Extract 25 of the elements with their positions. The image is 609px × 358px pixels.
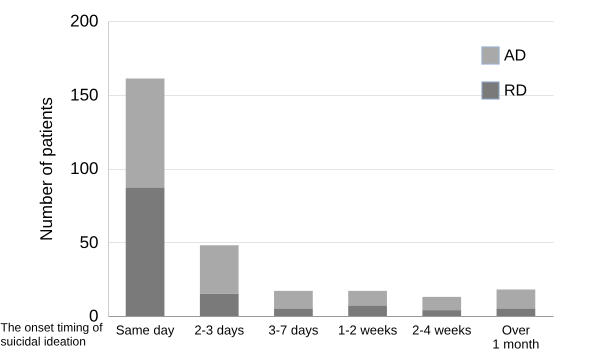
bar	[496, 308, 536, 316]
legend-label: RD	[504, 82, 528, 100]
bar	[126, 78, 164, 188]
bar	[422, 296, 462, 310]
y-axis-title: Number of patients	[37, 97, 56, 241]
bar	[496, 289, 536, 309]
y-tick-label: 200	[70, 12, 98, 30]
legend-label: AD	[504, 48, 526, 64]
bar	[126, 188, 164, 316]
x-tick-label: 2-3 days	[194, 322, 245, 338]
bar	[348, 306, 387, 316]
y-tick-label: 150	[70, 85, 98, 104]
x-tick-label: 3-7 days	[268, 322, 319, 338]
y-tick-label: 50	[80, 232, 98, 252]
x-tick-label: Over 1 month	[492, 322, 540, 352]
y-tick-label: 100	[70, 159, 98, 178]
x-tick-label: Same day	[116, 322, 175, 338]
bar	[348, 290, 387, 306]
bar	[274, 290, 313, 309]
bar	[200, 294, 239, 316]
x-tick-label: 2-4 weeks	[412, 322, 472, 338]
bar	[200, 245, 239, 294]
bar	[274, 308, 313, 316]
bar	[422, 310, 462, 316]
x-tick-label: 1-2 weeks	[338, 322, 398, 338]
